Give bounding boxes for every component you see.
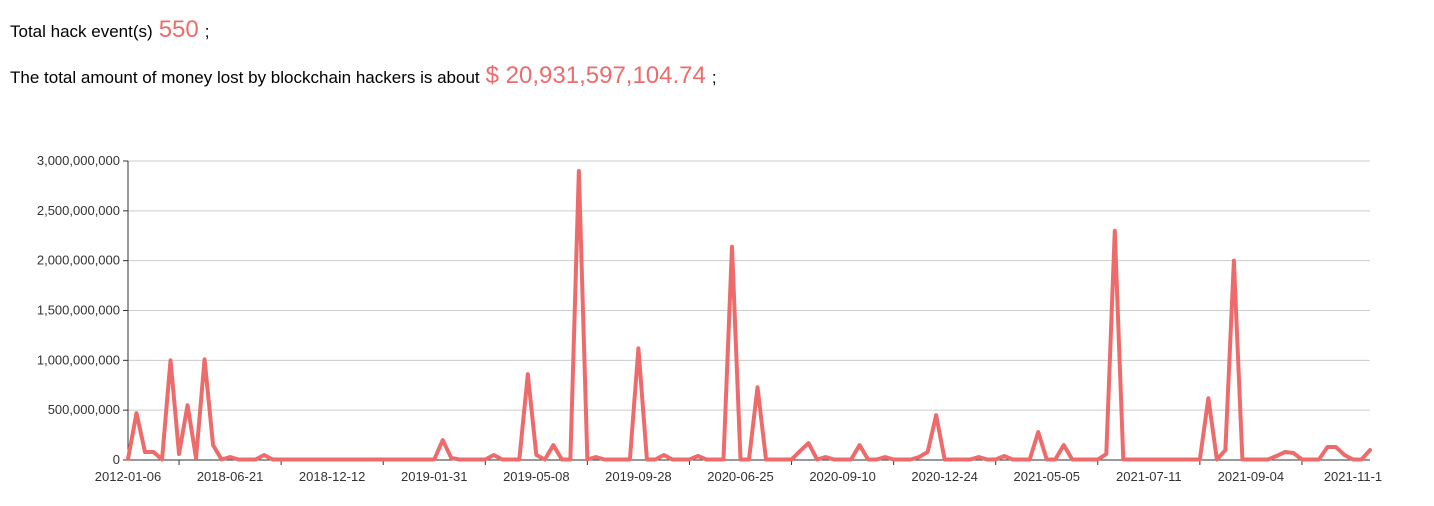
chart: 0 500,000,000 1,000,000,000 1,500,000,000 2,…	[37, 153, 1382, 484]
x-tick-label: 2018-12-12	[299, 469, 366, 484]
y-tick-label: 500,000,000	[48, 402, 120, 417]
y-tick-label: 2,500,000,000	[37, 203, 120, 218]
y-tick-label: 1,500,000,000	[37, 303, 120, 318]
x-tick-label: 2019-09-28	[605, 469, 672, 484]
amount-value: $ 20,931,597,104.74	[485, 62, 706, 89]
separator: ;	[204, 22, 210, 41]
y-tick-label: 2,000,000,000	[37, 253, 120, 268]
x-tick-label: 2018-06-21	[197, 469, 264, 484]
events-label: Total hack event(s)	[10, 22, 153, 41]
x-tick-label: 2021-09-04	[1218, 469, 1285, 484]
x-tick-label: 2019-01-31	[401, 469, 468, 484]
x-tick-label: 2021-07-11	[1116, 469, 1182, 484]
separator: ;	[711, 68, 717, 87]
x-tick-label: 2021-11-1	[1324, 469, 1382, 484]
x-tick-label: 2012-01-06	[95, 469, 162, 484]
x-tick-label: 2020-06-25	[707, 469, 774, 484]
amount-label: The total amount of money lost by blockc…	[10, 68, 480, 87]
y-tick-label: 0	[113, 452, 120, 467]
events-count: 550	[158, 16, 199, 43]
x-tick-label: 2020-09-10	[809, 469, 876, 484]
data-line	[126, 168, 1372, 462]
y-tick-label: 1,000,000,000	[37, 352, 120, 367]
events-line: Total hack event(s) 550;	[10, 16, 209, 44]
x-tick-label: 2019-05-08	[503, 469, 570, 484]
amount-line: The total amount of money lost by blockc…	[10, 62, 717, 90]
x-tick-label: 2020-12-24	[911, 469, 978, 484]
y-tick-label: 3,000,000,000	[37, 153, 120, 168]
x-tick-label: 2021-05-05	[1013, 469, 1080, 484]
